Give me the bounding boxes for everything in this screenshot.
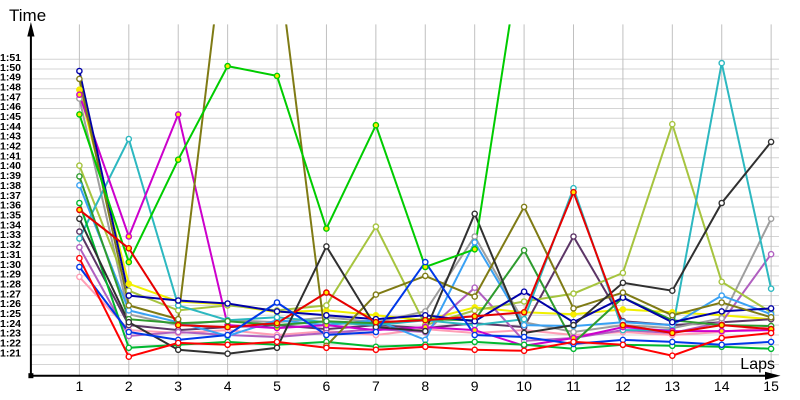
svg-text:1:49: 1:49 (0, 72, 21, 84)
svg-text:1:48: 1:48 (0, 82, 21, 94)
svg-text:1:40: 1:40 (0, 160, 21, 172)
svg-text:10: 10 (516, 378, 532, 394)
svg-text:12: 12 (615, 378, 631, 394)
svg-text:1:30: 1:30 (0, 259, 21, 271)
svg-text:6: 6 (323, 378, 331, 394)
svg-text:15: 15 (763, 378, 779, 394)
svg-text:1:32: 1:32 (0, 239, 21, 251)
svg-text:1:43: 1:43 (0, 131, 21, 143)
svg-text:1:51: 1:51 (0, 52, 21, 64)
svg-text:1:23: 1:23 (0, 328, 21, 340)
svg-text:13: 13 (665, 378, 681, 394)
svg-text:1:31: 1:31 (0, 249, 21, 261)
svg-text:1:26: 1:26 (0, 298, 21, 310)
svg-text:14: 14 (714, 378, 730, 394)
svg-text:1:34: 1:34 (0, 219, 21, 231)
svg-text:2: 2 (125, 378, 133, 394)
svg-text:11: 11 (566, 378, 581, 394)
svg-text:4: 4 (224, 378, 232, 394)
svg-text:1:28: 1:28 (0, 278, 21, 290)
svg-text:1:21: 1:21 (0, 347, 21, 359)
svg-text:1:46: 1:46 (0, 101, 21, 113)
svg-text:1:45: 1:45 (0, 111, 21, 123)
svg-text:1:35: 1:35 (0, 210, 21, 222)
svg-text:1:24: 1:24 (0, 318, 21, 330)
svg-text:1:38: 1:38 (0, 180, 21, 192)
svg-text:9: 9 (471, 378, 479, 394)
svg-text:1:44: 1:44 (0, 121, 21, 133)
svg-text:1:33: 1:33 (0, 229, 21, 241)
svg-text:1:27: 1:27 (0, 288, 21, 300)
svg-text:3: 3 (174, 378, 182, 394)
svg-text:1:37: 1:37 (0, 190, 21, 202)
svg-text:1:29: 1:29 (0, 269, 21, 281)
svg-text:1: 1 (76, 378, 84, 394)
svg-text:1:25: 1:25 (0, 308, 21, 320)
svg-text:1:22: 1:22 (0, 338, 21, 350)
svg-text:1:50: 1:50 (0, 62, 21, 74)
svg-text:1:47: 1:47 (0, 91, 21, 103)
svg-text:1:36: 1:36 (0, 200, 21, 212)
svg-text:1:42: 1:42 (0, 141, 21, 153)
svg-text:8: 8 (421, 378, 429, 394)
svg-text:Time: Time (9, 6, 46, 25)
svg-text:1:39: 1:39 (0, 170, 21, 182)
svg-text:7: 7 (372, 378, 380, 394)
svg-text:Laps: Laps (740, 356, 775, 373)
svg-text:1:41: 1:41 (0, 150, 21, 162)
svg-text:5: 5 (273, 378, 281, 394)
